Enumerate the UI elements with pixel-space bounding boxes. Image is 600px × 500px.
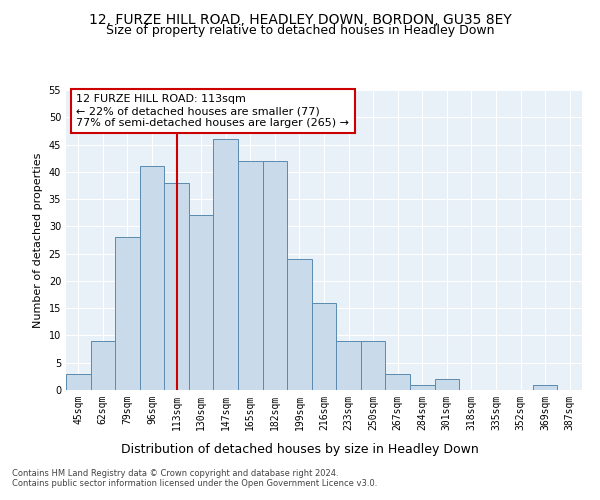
Bar: [361, 341, 385, 390]
Y-axis label: Number of detached properties: Number of detached properties: [33, 152, 43, 328]
Bar: [238, 161, 263, 390]
Text: Contains public sector information licensed under the Open Government Licence v3: Contains public sector information licen…: [12, 478, 377, 488]
Text: 12 FURZE HILL ROAD: 113sqm
← 22% of detached houses are smaller (77)
77% of semi: 12 FURZE HILL ROAD: 113sqm ← 22% of deta…: [76, 94, 349, 128]
Bar: [336, 341, 361, 390]
Bar: [91, 341, 115, 390]
Text: 12, FURZE HILL ROAD, HEADLEY DOWN, BORDON, GU35 8EY: 12, FURZE HILL ROAD, HEADLEY DOWN, BORDO…: [89, 12, 511, 26]
Bar: [66, 374, 91, 390]
Text: Distribution of detached houses by size in Headley Down: Distribution of detached houses by size …: [121, 442, 479, 456]
Text: Size of property relative to detached houses in Headley Down: Size of property relative to detached ho…: [106, 24, 494, 37]
Bar: [410, 384, 434, 390]
Bar: [164, 182, 189, 390]
Bar: [189, 216, 214, 390]
Bar: [115, 238, 140, 390]
Bar: [214, 139, 238, 390]
Bar: [312, 302, 336, 390]
Text: Contains HM Land Registry data © Crown copyright and database right 2024.: Contains HM Land Registry data © Crown c…: [12, 468, 338, 477]
Bar: [287, 259, 312, 390]
Bar: [385, 374, 410, 390]
Bar: [140, 166, 164, 390]
Bar: [434, 379, 459, 390]
Bar: [533, 384, 557, 390]
Bar: [263, 161, 287, 390]
